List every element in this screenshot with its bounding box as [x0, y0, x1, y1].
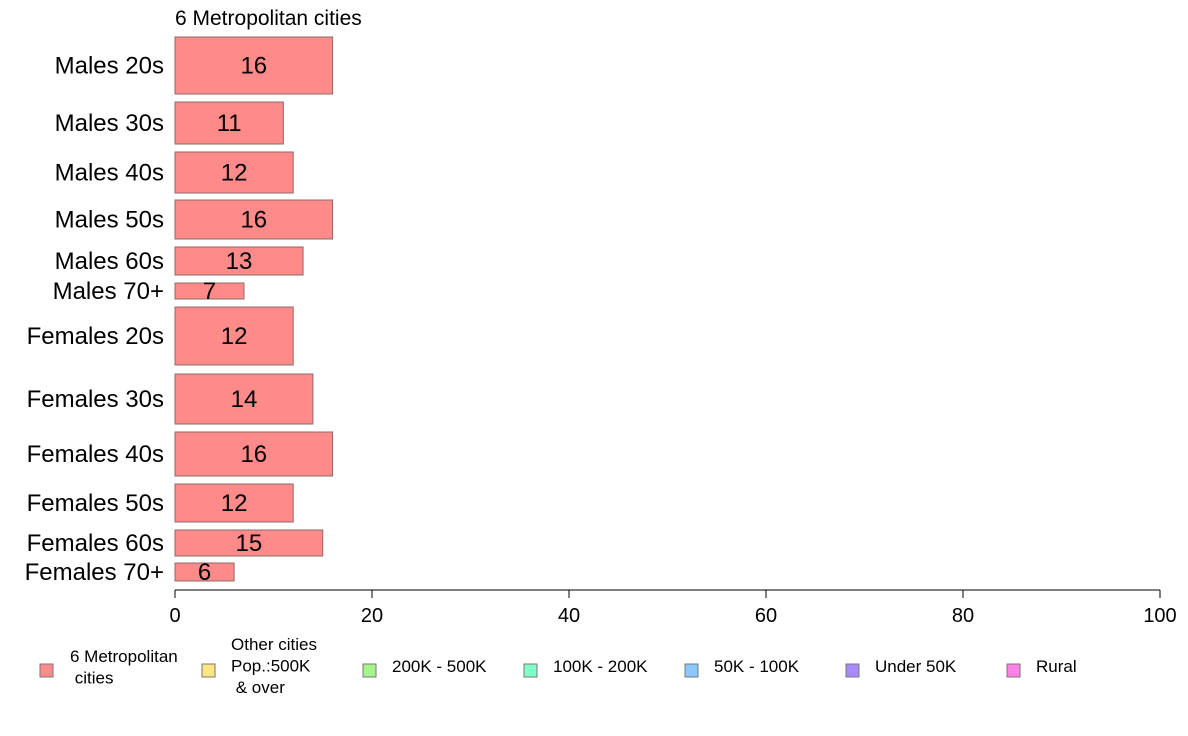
bar-value-label: 6	[198, 559, 211, 586]
legend-label: 200K - 500K	[392, 657, 487, 676]
bar-females-20s	[174, 306, 294, 366]
bar-value-label: 15	[236, 530, 263, 557]
bar-males-40s	[174, 151, 294, 194]
x-tick-label: 20	[361, 605, 383, 627]
bar-males-20s	[174, 36, 334, 95]
x-tick-label: 80	[952, 605, 974, 627]
legend-swatch	[39, 663, 54, 678]
legend-item: Under 50K	[845, 657, 957, 678]
legend-item: Other cities Pop.:500K & over	[201, 635, 317, 697]
x-tick-label: 0	[169, 605, 180, 627]
bar-value-label: 12	[221, 323, 248, 350]
legend-swatch	[845, 663, 860, 678]
legend-label: Rural	[1036, 657, 1077, 676]
bar-females-50s	[174, 483, 294, 523]
category-label: Females 40s	[27, 441, 164, 468]
legend-item: 6 Metropolitan cities	[39, 647, 178, 688]
category-label: Males 40s	[55, 160, 164, 187]
legend-item: Rural	[1006, 657, 1077, 678]
bar-value-label: 14	[231, 386, 258, 413]
legend-swatch	[1006, 663, 1021, 678]
category-label: Males 20s	[55, 53, 164, 80]
category-label: Females 70+	[25, 559, 164, 586]
category-label: Females 50s	[27, 490, 164, 517]
bar-females-30s	[174, 373, 314, 425]
category-label: Males 50s	[55, 207, 164, 234]
legend-label: Under 50K	[875, 657, 957, 676]
bar-value-label: 16	[240, 53, 267, 80]
legend-swatch	[684, 663, 699, 678]
legend-label: 6 Metropolitan cities	[70, 647, 178, 688]
legend-label: 50K - 100K	[714, 657, 800, 676]
legend-label: 100K - 200K	[553, 657, 648, 676]
bar-value-label: 16	[240, 207, 267, 234]
legend-item: 200K - 500K	[362, 657, 487, 678]
bar-value-label: 13	[226, 248, 253, 275]
category-label: Males 30s	[55, 110, 164, 137]
x-tick-label: 40	[558, 605, 580, 627]
category-label: Females 20s	[27, 323, 164, 350]
bar-males-30s	[174, 101, 284, 145]
bar-females-60s	[174, 529, 324, 557]
bar-males-70-	[174, 282, 245, 300]
category-label: Males 70+	[53, 278, 164, 305]
category-label: Males 60s	[55, 248, 164, 275]
bar-value-label: 12	[221, 490, 248, 517]
category-label: Females 60s	[27, 530, 164, 557]
chart-title: 6 Metropolitan cities	[175, 7, 362, 30]
legend-label: Other cities Pop.:500K & over	[231, 635, 317, 697]
legend-swatch	[201, 663, 216, 678]
bar-value-label: 16	[240, 441, 267, 468]
bar-value-label: 12	[221, 160, 248, 187]
bar-value-label: 11	[217, 110, 242, 137]
bar-females-40s	[174, 431, 334, 477]
bar-males-50s	[174, 199, 334, 240]
x-tick-label: 100	[1143, 605, 1176, 627]
category-label: Females 30s	[27, 386, 164, 413]
legend-swatch	[362, 663, 377, 678]
bar-value-label: 7	[203, 278, 216, 305]
bar-females-70-	[174, 562, 235, 582]
legend-item: 50K - 100K	[684, 657, 800, 678]
legend-swatch	[523, 663, 538, 678]
x-tick-label: 60	[755, 605, 777, 627]
bar-males-60s	[174, 246, 304, 276]
legend-item: 100K - 200K	[523, 657, 648, 678]
